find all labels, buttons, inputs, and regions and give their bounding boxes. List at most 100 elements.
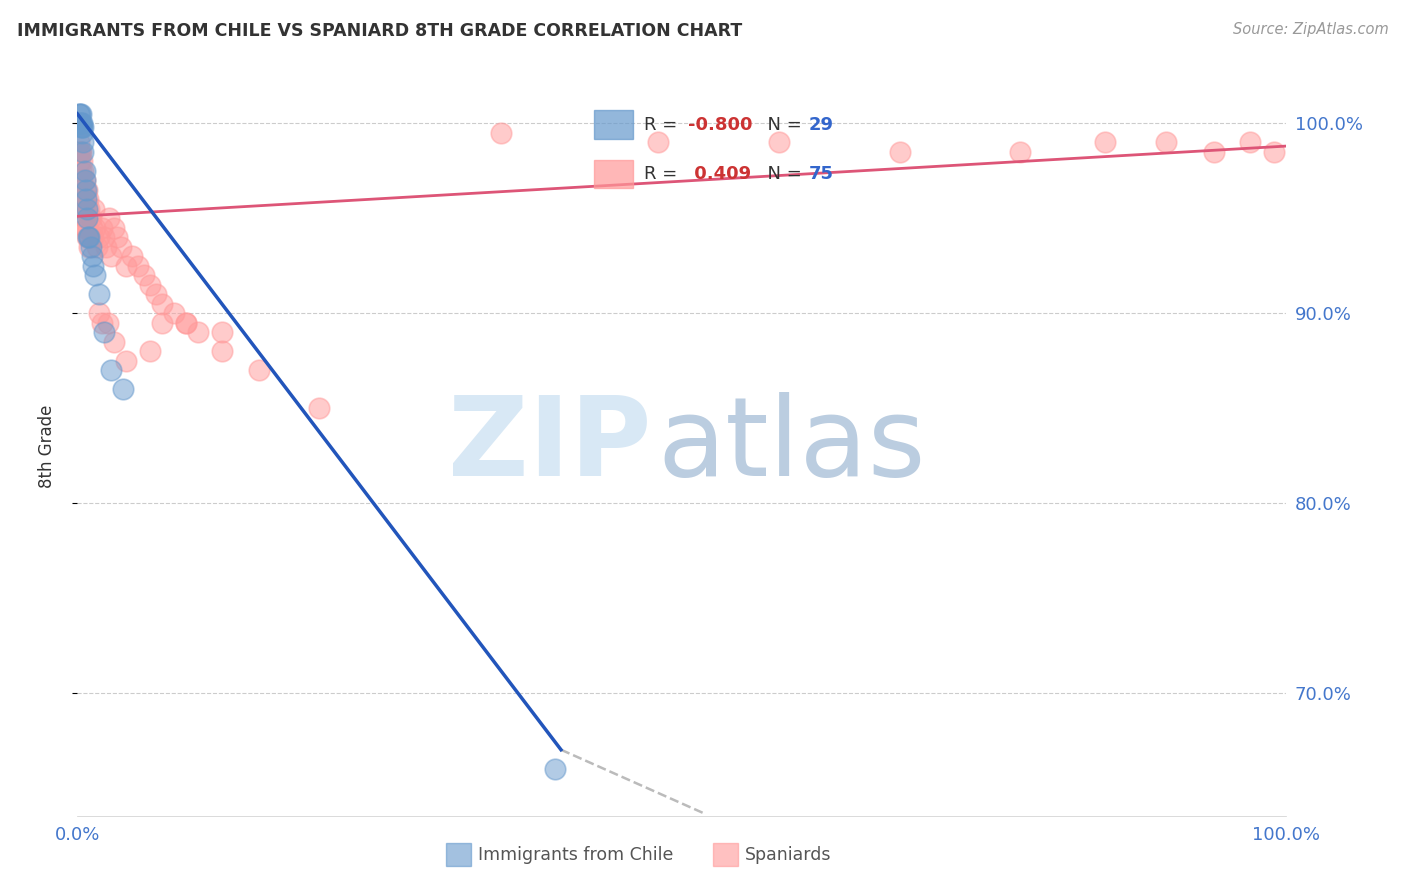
Point: [72, 135, 94, 149]
Point: [145, 287, 167, 301]
Point: [76, 202, 98, 216]
Point: [76, 183, 98, 197]
Point: [75, 192, 97, 206]
Point: [163, 306, 186, 320]
Point: [100, 363, 122, 377]
Point: [69, 192, 91, 206]
Point: [73, 163, 96, 178]
Point: [97, 211, 120, 226]
Point: [308, 401, 330, 415]
Point: [75, 183, 97, 197]
Point: [69, 107, 91, 121]
Point: [79, 211, 101, 226]
Text: N =: N =: [756, 165, 807, 183]
Text: 29: 29: [808, 116, 834, 134]
Point: [247, 363, 270, 377]
Point: [70, 202, 93, 216]
Point: [103, 220, 125, 235]
Point: [139, 344, 162, 359]
Point: [79, 202, 101, 216]
Point: [77, 220, 100, 235]
Point: [86, 240, 108, 254]
Text: R =: R =: [644, 165, 683, 183]
Point: [76, 202, 98, 216]
Point: [77, 230, 100, 244]
Text: -0.800: -0.800: [688, 116, 752, 134]
Point: [889, 145, 911, 159]
Point: [93, 325, 115, 339]
Point: [70, 126, 93, 140]
Text: 75: 75: [808, 165, 834, 183]
Point: [70, 145, 93, 159]
Y-axis label: 8th Grade: 8th Grade: [38, 404, 56, 488]
Point: [79, 230, 101, 244]
Bar: [595, 111, 633, 139]
Point: [90, 220, 112, 235]
Point: [114, 353, 136, 368]
Point: [69, 154, 91, 169]
Point: [174, 316, 197, 330]
Point: [70, 173, 93, 187]
Point: [100, 249, 122, 263]
Text: 0.409: 0.409: [688, 165, 751, 183]
Point: [80, 220, 103, 235]
Point: [73, 183, 96, 197]
Point: [72, 202, 94, 216]
Point: [77, 192, 100, 206]
Point: [67, 145, 90, 159]
Point: [1202, 145, 1225, 159]
Point: [76, 230, 98, 244]
Point: [72, 145, 94, 159]
Point: [112, 382, 135, 396]
Point: [127, 259, 149, 273]
Point: [121, 249, 143, 263]
Point: [73, 173, 96, 187]
Point: [70, 120, 93, 134]
Point: [87, 287, 110, 301]
Point: [90, 316, 112, 330]
Point: [1094, 135, 1116, 149]
Text: Immigrants from Chile: Immigrants from Chile: [478, 846, 673, 863]
Text: atlas: atlas: [658, 392, 927, 500]
Point: [96, 316, 118, 330]
Bar: [446, 843, 471, 866]
Point: [70, 183, 93, 197]
Point: [69, 145, 91, 159]
Point: [187, 325, 209, 339]
Point: [70, 192, 93, 206]
Point: [105, 230, 128, 244]
Text: Source: ZipAtlas.com: Source: ZipAtlas.com: [1233, 22, 1389, 37]
Bar: [595, 160, 633, 188]
Point: [544, 762, 567, 776]
Point: [76, 211, 98, 226]
Point: [87, 306, 110, 320]
Point: [73, 173, 96, 187]
Point: [70, 116, 93, 130]
Point: [110, 240, 132, 254]
Point: [174, 316, 197, 330]
Point: [79, 230, 101, 244]
Point: [150, 296, 173, 310]
Point: [84, 220, 107, 235]
Point: [96, 240, 118, 254]
Point: [82, 230, 104, 244]
Point: [1154, 135, 1177, 149]
Point: [114, 259, 136, 273]
Point: [1239, 135, 1261, 149]
Point: [73, 211, 96, 226]
Point: [132, 268, 155, 282]
Point: [70, 116, 93, 130]
Bar: [713, 843, 738, 866]
Point: [73, 220, 96, 235]
Point: [70, 107, 93, 121]
Point: [70, 163, 93, 178]
Point: [211, 344, 233, 359]
Point: [70, 154, 93, 169]
Point: [103, 334, 125, 349]
Point: [211, 325, 233, 339]
Point: [70, 120, 93, 134]
Text: N =: N =: [756, 116, 807, 134]
Point: [82, 259, 104, 273]
Point: [87, 230, 110, 244]
Point: [75, 220, 97, 235]
